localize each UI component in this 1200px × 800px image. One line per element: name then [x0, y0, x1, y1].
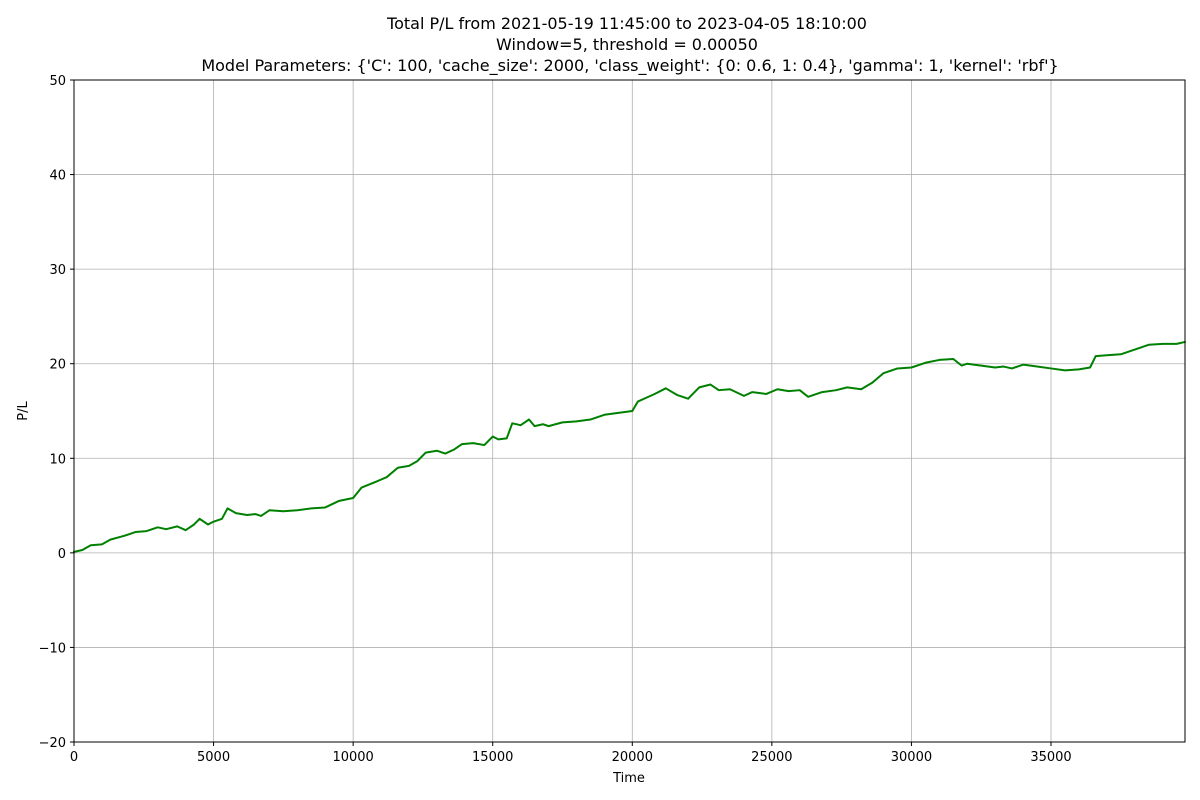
chart-title-line-3: Model Parameters: {'C': 100, 'cache_size…: [201, 56, 1058, 76]
y-tick-label: −10: [39, 641, 66, 656]
x-tick-label: 20000: [612, 750, 653, 765]
gridlines: [73, 79, 1185, 743]
y-tick-label: 10: [49, 452, 66, 467]
x-tick-label: 15000: [472, 750, 513, 765]
axis-ticks: 0 5000 10000 15000 20000 25000 30000 35000 −20 −1…: [39, 74, 1072, 765]
x-tick-label: 35000: [1030, 750, 1071, 765]
x-tick-label: 25000: [751, 750, 792, 765]
x-tick-label: 10000: [332, 750, 373, 765]
x-tick-label: 5000: [197, 750, 230, 765]
x-axis-label: Time: [612, 771, 645, 786]
series-layer: [73, 340, 1186, 553]
chart-title-line-1: Total P/L from 2021-05-19 11:45:00 to 20…: [386, 14, 867, 33]
y-tick-label: 20: [49, 358, 66, 373]
y-tick-label: 30: [49, 263, 66, 278]
y-tick-label: −20: [39, 736, 66, 751]
plot-frame: [73, 79, 1186, 743]
chart-title-line-2: Window=5, threshold = 0.00050: [496, 35, 758, 54]
x-tick-label: 30000: [891, 750, 932, 765]
x-tick-label: 0: [70, 750, 78, 765]
y-tick-label: 40: [49, 169, 66, 184]
y-tick-label: 50: [49, 74, 66, 89]
y-tick-label: 0: [58, 547, 66, 562]
pl-series-line: [73, 340, 1186, 553]
y-axis-label: P/L: [16, 401, 31, 421]
